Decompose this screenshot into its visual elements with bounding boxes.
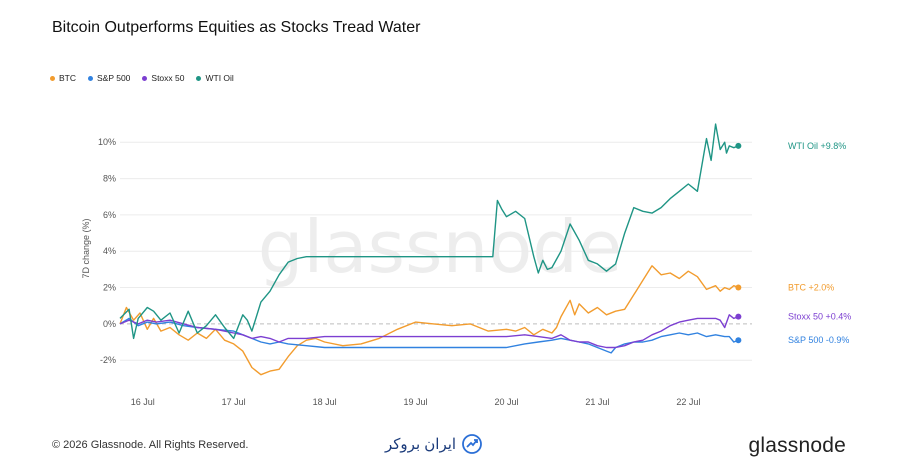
partner-brand-name: ایران بروکر bbox=[385, 436, 457, 453]
legend-label-btc: BTC bbox=[59, 73, 76, 83]
legend-item-btc[interactable]: BTC bbox=[50, 73, 76, 83]
y-axis-label: 7D change (%) bbox=[81, 218, 91, 278]
series-end-dot-stoxx50 bbox=[735, 313, 742, 320]
y-tick-label: 0% bbox=[103, 319, 116, 329]
trend-arrow-icon bbox=[462, 434, 482, 454]
watermark: glassnode bbox=[258, 205, 623, 289]
series-end-dot-btc bbox=[735, 284, 742, 291]
series-end-label-btc: BTC +2.0% bbox=[788, 283, 834, 293]
legend-swatch-wti-oil bbox=[196, 75, 202, 81]
series-end-dot-wti-oil bbox=[735, 142, 742, 149]
series-line-wti-oil bbox=[119, 123, 739, 340]
legend-swatch-sp500 bbox=[88, 75, 93, 81]
series-line-stoxx50 bbox=[119, 314, 739, 349]
legend: BTC S&P 500 Stoxx 50 WTI Oil bbox=[50, 73, 234, 83]
x-tick-label: 19 Jul bbox=[404, 397, 428, 407]
series-end-label-sp500: S&P 500 -0.9% bbox=[788, 335, 849, 345]
legend-label-sp500: S&P 500 bbox=[97, 73, 131, 83]
x-tick-label: 21 Jul bbox=[585, 397, 609, 407]
partner-brand[interactable]: ایران بروکر bbox=[385, 434, 482, 454]
series-line-btc bbox=[119, 265, 739, 376]
y-tick-label: 4% bbox=[103, 246, 116, 256]
legend-swatch-btc bbox=[50, 75, 55, 81]
y-tick-label: 10% bbox=[98, 137, 116, 147]
series-end-label-wti-oil: WTI Oil +9.8% bbox=[788, 141, 846, 151]
legend-label-stoxx50: Stoxx 50 bbox=[151, 73, 185, 83]
x-tick-label: 17 Jul bbox=[222, 397, 246, 407]
legend-item-wti-oil[interactable]: WTI Oil bbox=[196, 73, 234, 83]
x-tick-label: 18 Jul bbox=[313, 397, 337, 407]
legend-swatch-stoxx50 bbox=[142, 75, 148, 81]
glassnode-logo[interactable]: glassnode bbox=[748, 434, 846, 457]
y-tick-label: 2% bbox=[103, 283, 116, 293]
series-end-label-stoxx50: Stoxx 50 +0.4% bbox=[788, 312, 851, 322]
chart-title: Bitcoin Outperforms Equities as Stocks T… bbox=[52, 19, 421, 36]
x-tick-label: 20 Jul bbox=[494, 397, 518, 407]
series-end-dot-sp500 bbox=[735, 337, 742, 344]
legend-label-wti-oil: WTI Oil bbox=[205, 73, 234, 83]
x-tick-label: 22 Jul bbox=[676, 397, 700, 407]
legend-item-stoxx50[interactable]: Stoxx 50 bbox=[142, 73, 184, 83]
legend-item-sp500[interactable]: S&P 500 bbox=[88, 73, 130, 83]
y-tick-label: 6% bbox=[103, 210, 116, 220]
y-tick-label: -2% bbox=[100, 355, 116, 365]
x-tick-label: 16 Jul bbox=[131, 397, 155, 407]
y-tick-label: 8% bbox=[103, 174, 116, 184]
line-chart: glassnode -2% 0% 2% 4% 6% 8% 10% 16 Jul 17 Jul 18 … bbox=[81, 123, 851, 407]
copyright-notice: © 2026 Glassnode. All Rights Reserved. bbox=[52, 439, 249, 451]
